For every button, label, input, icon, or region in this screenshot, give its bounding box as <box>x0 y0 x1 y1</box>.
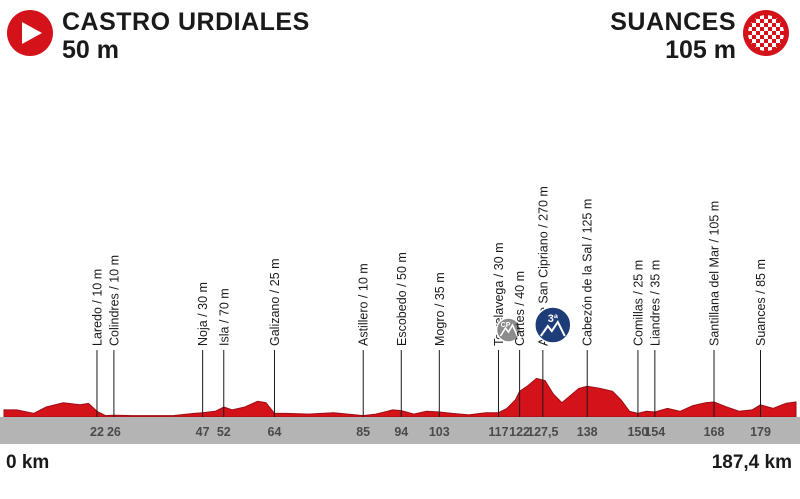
waypoint-label: Isla / 70 m <box>217 288 231 346</box>
waypoint-label: Alto de San Cipriano / 270 m <box>536 186 550 346</box>
km-marker-label: 154 <box>644 425 665 439</box>
km-marker-label: 103 <box>429 425 450 439</box>
km-marker-label: 26 <box>107 425 121 439</box>
waypoint-label: Colindres / 10 m <box>107 255 121 346</box>
climb-category-badge-icon: 3ª <box>534 306 572 344</box>
waypoint-label: Laredo / 10 m <box>91 269 105 346</box>
waypoint-label: Astillero / 10 m <box>357 263 371 346</box>
climb-category-text: 3ª <box>548 313 559 325</box>
waypoint-label: Cartes / 40 m <box>513 271 527 346</box>
waypoint-label: Liandres / 35 m <box>648 260 662 346</box>
checkpoint-badge-icon: CP <box>495 317 522 343</box>
waypoints: Laredo / 10 m 22 Colindres / 10 m 26 Noja / … <box>90 186 771 439</box>
finish-town-name: SUANCES <box>610 8 736 36</box>
km-marker-label: 52 <box>217 425 231 439</box>
elevation-profile <box>3 377 797 418</box>
km-marker-label: 138 <box>577 425 598 439</box>
start-elevation: 50 m <box>62 36 119 64</box>
km-marker-label: 117 <box>488 425 508 439</box>
km-marker-label: 47 <box>196 425 210 439</box>
road-band <box>0 417 800 444</box>
play-circle-icon <box>7 10 53 56</box>
km-marker-label: 127,5 <box>527 425 558 439</box>
km-marker-label: 168 <box>704 425 725 439</box>
waypoint-label: Cabezón de la Sal / 125 m <box>581 199 595 346</box>
finish-elevation: 105 m <box>665 36 736 64</box>
start-distance: 0 km <box>6 452 50 473</box>
start-town-name: CASTRO URDIALES <box>62 8 310 36</box>
checkered-flag-circle-icon <box>743 10 789 56</box>
km-marker-label: 122 <box>509 425 530 439</box>
waypoint-label: Santillana del Mar / 105 m <box>708 201 722 346</box>
km-marker-label: 94 <box>394 425 408 439</box>
km-marker-label: 150 <box>627 425 648 439</box>
km-marker-label: 179 <box>750 425 771 439</box>
waypoint-label: Comillas / 25 m <box>631 260 645 346</box>
distance-band <box>0 417 800 444</box>
waypoint-label: Mogro / 35 m <box>433 272 447 346</box>
waypoint-label: Galizano / 25 m <box>268 258 282 346</box>
waypoint-label: Escobedo / 50 m <box>395 252 409 346</box>
waypoint-label: Suances / 85 m <box>754 259 768 346</box>
elevation-area <box>3 377 797 418</box>
km-marker-label: 85 <box>356 425 370 439</box>
km-marker-label: 22 <box>90 425 104 439</box>
waypoint-label: Noja / 30 m <box>196 282 210 346</box>
checkpoint-badge-text: CP <box>501 322 511 329</box>
total-distance: 187,4 km <box>711 452 792 473</box>
km-marker-label: 64 <box>268 425 282 439</box>
